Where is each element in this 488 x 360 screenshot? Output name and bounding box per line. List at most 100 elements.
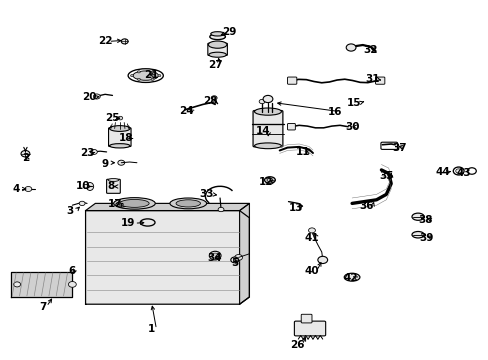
Text: 13: 13 [288, 203, 303, 213]
Circle shape [121, 39, 128, 44]
Ellipse shape [209, 34, 225, 40]
Ellipse shape [170, 198, 206, 209]
Polygon shape [11, 272, 72, 297]
Text: 41: 41 [304, 233, 319, 243]
Text: 12: 12 [259, 177, 273, 187]
Text: 18: 18 [119, 132, 133, 143]
Circle shape [234, 255, 242, 260]
Text: 34: 34 [206, 253, 221, 264]
Text: 28: 28 [203, 96, 217, 106]
Text: 16: 16 [327, 107, 342, 117]
Polygon shape [239, 203, 249, 304]
Ellipse shape [455, 169, 461, 173]
Circle shape [118, 116, 122, 120]
Text: 25: 25 [105, 113, 120, 123]
Ellipse shape [109, 126, 130, 131]
Circle shape [151, 71, 154, 73]
Ellipse shape [208, 52, 226, 57]
Text: 44: 44 [434, 167, 449, 177]
Circle shape [230, 257, 238, 263]
Text: 36: 36 [359, 201, 373, 211]
Circle shape [137, 78, 140, 80]
Text: 1: 1 [148, 324, 155, 334]
Circle shape [14, 282, 20, 287]
Ellipse shape [119, 203, 123, 206]
Text: 5: 5 [231, 258, 238, 268]
Polygon shape [85, 211, 249, 304]
Circle shape [158, 75, 161, 77]
Text: 6: 6 [69, 266, 76, 276]
Circle shape [137, 71, 140, 73]
Circle shape [25, 186, 32, 192]
Circle shape [346, 44, 355, 51]
Text: 27: 27 [207, 60, 222, 70]
Polygon shape [85, 203, 249, 211]
Text: 31: 31 [365, 74, 379, 84]
Ellipse shape [86, 183, 94, 190]
Circle shape [259, 99, 264, 104]
Text: 3: 3 [66, 206, 73, 216]
Text: 29: 29 [221, 27, 236, 37]
Ellipse shape [113, 198, 155, 209]
Circle shape [308, 228, 315, 233]
Text: 21: 21 [144, 70, 159, 80]
Text: 2: 2 [22, 153, 29, 163]
Text: 11: 11 [295, 147, 310, 157]
Circle shape [21, 150, 30, 157]
Circle shape [68, 282, 76, 287]
Ellipse shape [254, 143, 281, 149]
Text: 19: 19 [121, 218, 135, 228]
Circle shape [317, 256, 327, 264]
Text: 40: 40 [304, 266, 319, 276]
Ellipse shape [264, 177, 275, 183]
Text: 39: 39 [418, 233, 433, 243]
Circle shape [211, 253, 218, 258]
Text: 20: 20 [81, 92, 96, 102]
FancyBboxPatch shape [287, 123, 295, 130]
FancyBboxPatch shape [375, 77, 384, 84]
Circle shape [263, 95, 272, 103]
Text: 9: 9 [102, 159, 108, 169]
Circle shape [218, 207, 224, 212]
Text: 8: 8 [108, 181, 115, 192]
Text: 4: 4 [12, 184, 20, 194]
Ellipse shape [116, 202, 126, 207]
Text: 35: 35 [378, 171, 393, 181]
Text: 7: 7 [39, 302, 47, 312]
FancyBboxPatch shape [106, 179, 120, 193]
Ellipse shape [109, 144, 130, 148]
FancyBboxPatch shape [294, 321, 325, 336]
Circle shape [79, 201, 85, 206]
Circle shape [151, 78, 154, 80]
FancyBboxPatch shape [108, 128, 131, 147]
Circle shape [118, 160, 124, 165]
Text: 17: 17 [107, 199, 122, 210]
Circle shape [90, 149, 97, 154]
Text: 23: 23 [80, 148, 94, 158]
Text: 42: 42 [343, 273, 358, 283]
Ellipse shape [176, 200, 200, 207]
Ellipse shape [344, 273, 359, 281]
Ellipse shape [411, 231, 424, 238]
FancyBboxPatch shape [287, 77, 296, 84]
Ellipse shape [108, 179, 119, 181]
Ellipse shape [411, 213, 424, 220]
FancyBboxPatch shape [207, 43, 227, 55]
FancyBboxPatch shape [253, 111, 282, 147]
Ellipse shape [133, 71, 158, 80]
Ellipse shape [266, 178, 272, 182]
Text: 43: 43 [455, 168, 470, 178]
Text: 14: 14 [255, 126, 270, 136]
Ellipse shape [208, 41, 226, 48]
Text: 15: 15 [346, 98, 361, 108]
Text: 37: 37 [392, 143, 407, 153]
Circle shape [93, 94, 100, 99]
Ellipse shape [210, 32, 224, 36]
Text: 32: 32 [363, 45, 377, 55]
Text: 30: 30 [344, 122, 359, 132]
Circle shape [130, 75, 133, 77]
Circle shape [211, 96, 217, 100]
Text: 26: 26 [289, 340, 304, 350]
Circle shape [83, 184, 89, 189]
FancyBboxPatch shape [301, 314, 311, 323]
